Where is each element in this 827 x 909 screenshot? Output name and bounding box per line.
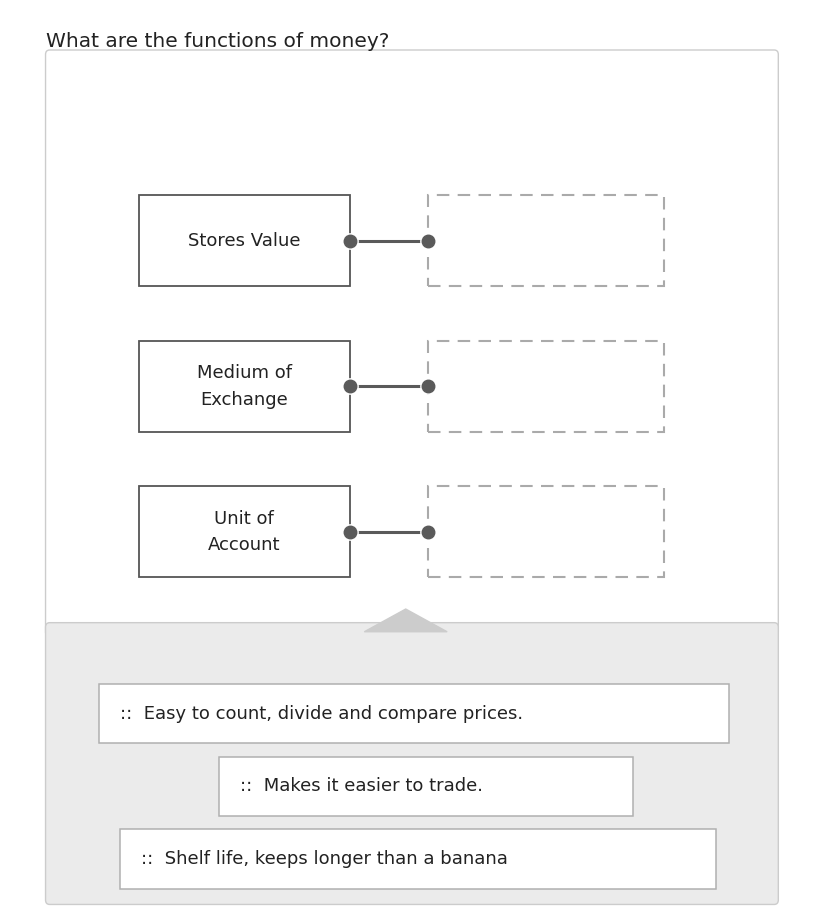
FancyBboxPatch shape: [45, 623, 777, 904]
Text: Medium of
Exchange: Medium of Exchange: [197, 365, 291, 408]
FancyBboxPatch shape: [138, 195, 349, 286]
FancyBboxPatch shape: [428, 486, 663, 577]
FancyBboxPatch shape: [138, 486, 349, 577]
Text: What are the functions of money?: What are the functions of money?: [45, 32, 389, 51]
Text: ::  Shelf life, keeps longer than a banana: :: Shelf life, keeps longer than a banan…: [141, 850, 507, 868]
Text: ::  Makes it easier to trade.: :: Makes it easier to trade.: [240, 777, 482, 795]
Polygon shape: [364, 609, 447, 632]
FancyBboxPatch shape: [138, 341, 349, 432]
FancyBboxPatch shape: [120, 829, 715, 889]
Text: ::  Easy to count, divide and compare prices.: :: Easy to count, divide and compare pri…: [120, 704, 523, 723]
Text: Stores Value: Stores Value: [188, 232, 300, 250]
FancyBboxPatch shape: [99, 684, 728, 744]
FancyBboxPatch shape: [428, 195, 663, 286]
FancyBboxPatch shape: [428, 341, 663, 432]
FancyBboxPatch shape: [45, 50, 777, 636]
Text: Unit of
Account: Unit of Account: [208, 510, 280, 554]
FancyBboxPatch shape: [219, 756, 633, 816]
